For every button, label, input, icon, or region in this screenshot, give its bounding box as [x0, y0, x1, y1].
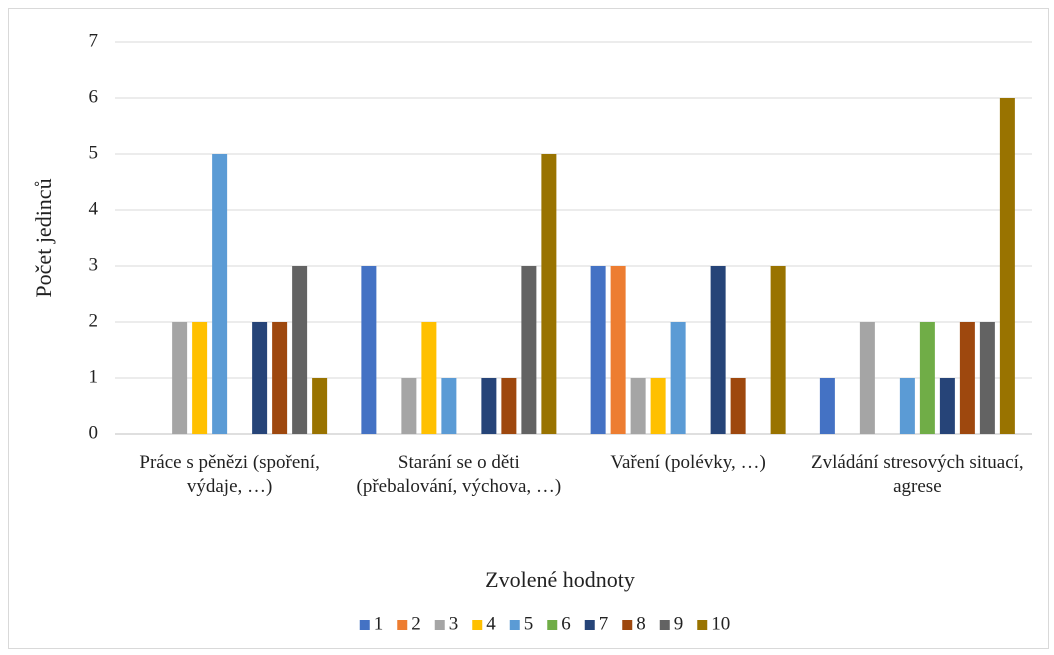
y-tick-label: 2 — [89, 310, 99, 331]
y-tick-label: 5 — [89, 142, 99, 163]
bar — [590, 266, 606, 434]
legend-swatch — [584, 620, 595, 630]
bar — [859, 322, 875, 434]
y-tick-label: 1 — [89, 366, 99, 387]
bar — [521, 266, 537, 434]
bar — [770, 266, 786, 434]
bar — [501, 378, 517, 434]
bar — [541, 154, 557, 434]
x-tick-label: Zvládání stresových situací, agrese — [811, 452, 1024, 497]
bar — [919, 322, 935, 434]
bar — [939, 378, 955, 434]
bar — [710, 266, 726, 434]
legend-swatch — [659, 620, 670, 630]
bar — [421, 322, 437, 434]
x-tick-label: Práce s pěnězi (spoření, výdaje, …) — [139, 452, 319, 497]
bar — [650, 378, 666, 434]
legend-label: 10 — [711, 613, 730, 634]
legend-label: 7 — [599, 613, 609, 634]
bar — [819, 378, 835, 434]
legend-label: 4 — [486, 613, 496, 634]
legend-label: 3 — [449, 613, 459, 634]
y-tick-label: 6 — [89, 86, 99, 107]
bar — [361, 266, 377, 434]
legend-swatch — [547, 620, 558, 630]
bar — [481, 378, 497, 434]
bar — [999, 98, 1015, 434]
y-tick-label: 4 — [89, 198, 99, 219]
x-tick-label: Starání se o děti (přebalování, výchova, … — [357, 452, 562, 497]
y-tick-label: 0 — [89, 422, 99, 443]
x-axis-title: Zvolené hodnoty — [485, 567, 635, 592]
legend-label: 8 — [636, 613, 646, 634]
bar — [212, 154, 228, 434]
bar — [899, 378, 915, 434]
bar — [252, 322, 268, 434]
bar — [441, 378, 457, 434]
legend-swatch — [697, 620, 708, 630]
bar — [630, 378, 646, 434]
bar — [610, 266, 626, 434]
legend-swatch — [359, 620, 370, 630]
legend-swatch — [472, 620, 483, 630]
bar — [192, 322, 208, 434]
bar — [272, 322, 288, 434]
x-tick-label: Vaření (polévky, …) — [610, 452, 765, 473]
legend-swatch — [434, 620, 445, 630]
legend-label: 6 — [561, 613, 571, 634]
legend-swatch — [397, 620, 408, 630]
bar — [312, 378, 328, 434]
bar — [172, 322, 188, 434]
y-tick-label: 3 — [89, 254, 99, 275]
bar — [959, 322, 975, 434]
y-axis-title: Počet jedinců — [31, 178, 56, 297]
legend-label: 5 — [524, 613, 534, 634]
legend-swatch — [509, 620, 520, 630]
legend-label: 1 — [374, 613, 384, 634]
legend-swatch — [622, 620, 633, 630]
bar — [292, 266, 308, 434]
bar — [730, 378, 746, 434]
bar — [979, 322, 995, 434]
legend-label: 2 — [411, 613, 421, 634]
bar — [670, 322, 686, 434]
bar — [401, 378, 417, 434]
legend-label: 9 — [674, 613, 684, 634]
y-tick-label: 7 — [89, 30, 99, 51]
